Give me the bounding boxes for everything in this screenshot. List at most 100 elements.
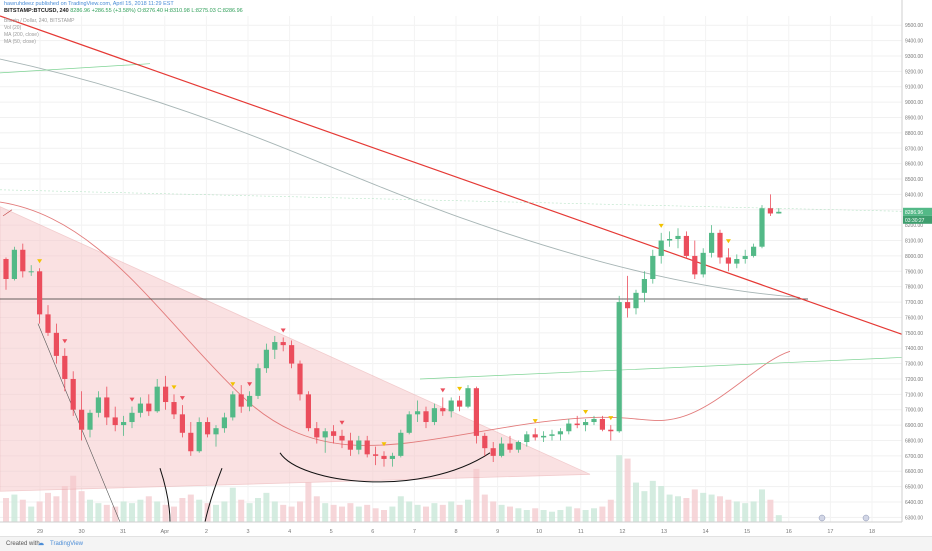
candle-down[interactable] bbox=[163, 386, 169, 403]
candle-up[interactable] bbox=[557, 431, 563, 435]
candle-down[interactable] bbox=[440, 408, 446, 412]
brand-name[interactable]: TradingView bbox=[50, 541, 84, 547]
candle-up[interactable] bbox=[356, 440, 362, 450]
candle-down[interactable] bbox=[238, 394, 244, 407]
candle-up[interactable] bbox=[700, 252, 706, 275]
indicator-ma50[interactable]: MA (50, close) bbox=[4, 39, 36, 45]
candle-down[interactable] bbox=[683, 235, 689, 256]
candle-down[interactable] bbox=[305, 394, 311, 429]
candle-up[interactable] bbox=[616, 302, 622, 432]
candle-up[interactable] bbox=[272, 342, 278, 350]
candle-down[interactable] bbox=[692, 255, 698, 275]
candle-up[interactable] bbox=[121, 422, 127, 426]
candle-down[interactable] bbox=[717, 232, 723, 258]
candle-up[interactable] bbox=[448, 400, 454, 412]
indicator-symbol[interactable]: Bitcoin / Dollar, 240, BITSTAMP bbox=[4, 18, 75, 24]
candle-down[interactable] bbox=[599, 418, 605, 430]
price-chart[interactable]: 9500.00 9400.00 9300.00 9200.00 9100.00 9000.… bbox=[0, 0, 932, 536]
candle-down[interactable] bbox=[62, 355, 68, 379]
candle-up[interactable] bbox=[255, 368, 261, 396]
candle-up[interactable] bbox=[137, 403, 143, 413]
event-flag-icon[interactable] bbox=[862, 514, 870, 522]
candle-down[interactable] bbox=[457, 400, 463, 407]
candle-up[interactable] bbox=[389, 455, 395, 459]
candles[interactable] bbox=[3, 194, 782, 467]
candle-down[interactable] bbox=[188, 432, 194, 452]
candle-up[interactable] bbox=[549, 434, 555, 436]
candle-down[interactable] bbox=[3, 259, 9, 279]
candle-up[interactable] bbox=[213, 428, 219, 435]
candle-up[interactable] bbox=[742, 255, 748, 260]
candle-down[interactable] bbox=[373, 454, 379, 456]
candle-down[interactable] bbox=[473, 388, 479, 436]
candle-up[interactable] bbox=[247, 395, 253, 407]
time-axis[interactable]: 29 30 31 Apr 2 3 4 5 6 7 8 9 10 11 12 13 14 15 16 17 18 bbox=[0, 514, 902, 535]
candle-up[interactable] bbox=[751, 246, 757, 256]
candle-up[interactable] bbox=[709, 232, 715, 253]
candle-up[interactable] bbox=[398, 432, 404, 456]
candle-up[interactable] bbox=[515, 442, 521, 450]
candle-up[interactable] bbox=[566, 423, 572, 432]
candle-up[interactable] bbox=[776, 211, 782, 214]
price-axis[interactable]: 9500.00 9400.00 9300.00 9200.00 9100.00 9000.… bbox=[901, 0, 932, 536]
candle-up[interactable] bbox=[633, 292, 639, 309]
candle-down[interactable] bbox=[490, 448, 496, 456]
candle-down[interactable] bbox=[280, 342, 286, 346]
candle-up[interactable] bbox=[524, 434, 530, 443]
candle-up[interactable] bbox=[759, 208, 765, 247]
candle-up[interactable] bbox=[658, 240, 664, 256]
candle-down[interactable] bbox=[331, 431, 337, 436]
chart-area[interactable]: 9500.00 9400.00 9300.00 9200.00 9100.00 9000.… bbox=[0, 0, 932, 536]
candle-down[interactable] bbox=[482, 435, 488, 449]
candle-up[interactable] bbox=[541, 435, 547, 438]
candle-down[interactable] bbox=[532, 434, 538, 438]
candle-down[interactable] bbox=[297, 363, 303, 395]
candle-down[interactable] bbox=[45, 314, 51, 333]
candle-down[interactable] bbox=[171, 402, 177, 415]
candle-down[interactable] bbox=[725, 257, 731, 264]
candle-up[interactable] bbox=[230, 394, 236, 418]
candle-up[interactable] bbox=[499, 443, 505, 456]
candle-up[interactable] bbox=[650, 255, 656, 279]
candle-down[interactable] bbox=[608, 429, 614, 432]
candle-down[interactable] bbox=[625, 302, 631, 309]
indicator-volume[interactable]: Vol (20) bbox=[4, 25, 22, 31]
candle-up[interactable] bbox=[87, 412, 93, 430]
candle-down[interactable] bbox=[339, 435, 345, 441]
candle-down[interactable] bbox=[146, 403, 152, 412]
candle-down[interactable] bbox=[79, 409, 85, 430]
candle-down[interactable] bbox=[507, 443, 513, 450]
candle-up[interactable] bbox=[641, 278, 647, 293]
candle-down[interactable] bbox=[314, 428, 320, 438]
candle-down[interactable] bbox=[381, 455, 387, 459]
candle-up[interactable] bbox=[583, 422, 589, 426]
candle-down[interactable] bbox=[205, 422, 211, 435]
event-flag-icon[interactable] bbox=[818, 514, 826, 522]
candle-down[interactable] bbox=[767, 208, 773, 214]
candle-up[interactable] bbox=[221, 417, 227, 429]
candle-down[interactable] bbox=[179, 414, 185, 433]
candle-down[interactable] bbox=[364, 440, 370, 455]
candle-up[interactable] bbox=[591, 418, 597, 423]
candle-up[interactable] bbox=[322, 431, 328, 438]
candle-up[interactable] bbox=[465, 388, 471, 407]
candle-up[interactable] bbox=[415, 411, 421, 415]
indicator-ma200[interactable]: MA (200, close) bbox=[4, 32, 39, 38]
candle-down[interactable] bbox=[347, 440, 353, 450]
candle-down[interactable] bbox=[70, 378, 76, 410]
candle-up[interactable] bbox=[675, 235, 681, 240]
candle-up[interactable] bbox=[95, 397, 101, 413]
candle-up[interactable] bbox=[667, 239, 673, 241]
candle-up[interactable] bbox=[129, 412, 135, 423]
candle-down[interactable] bbox=[289, 345, 295, 364]
candle-down[interactable] bbox=[112, 417, 118, 426]
candle-up[interactable] bbox=[406, 414, 412, 433]
candle-up[interactable] bbox=[11, 249, 17, 279]
candle-up[interactable] bbox=[263, 349, 269, 369]
candle-down[interactable] bbox=[574, 423, 580, 426]
candle-up[interactable] bbox=[196, 422, 202, 452]
candle-down[interactable] bbox=[37, 271, 43, 315]
candle-up[interactable] bbox=[154, 386, 160, 412]
candle-up[interactable] bbox=[734, 259, 740, 264]
candle-up[interactable] bbox=[28, 271, 34, 273]
